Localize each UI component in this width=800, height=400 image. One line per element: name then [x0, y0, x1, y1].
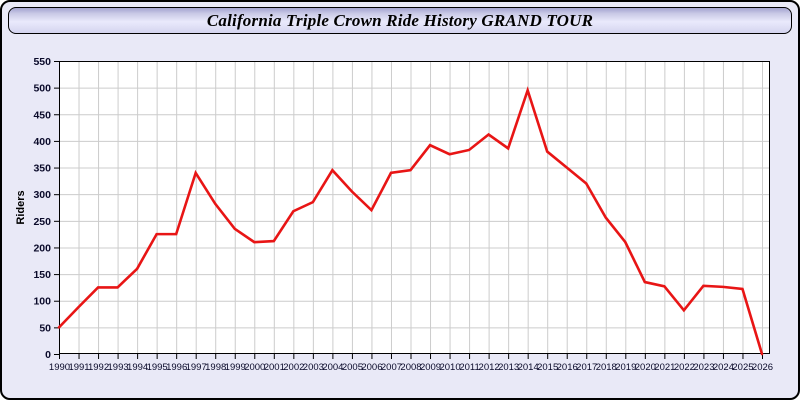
y-tick-label: 300 — [33, 189, 51, 201]
x-tick-label: 2013 — [498, 362, 519, 373]
x-tick-label: 2025 — [732, 362, 753, 373]
y-tick-label: 450 — [33, 109, 51, 121]
y-tick-label: 0 — [45, 349, 51, 361]
page-title: California Triple Crown Ride History GRA… — [206, 10, 594, 30]
x-tick-label: 1997 — [186, 362, 207, 373]
x-tick-label: 2019 — [615, 362, 636, 373]
x-tick-label: 2011 — [459, 362, 479, 373]
x-tick-label: 1996 — [166, 362, 187, 373]
x-tick-label: 2026 — [752, 362, 773, 373]
x-tick-label: 1990 — [49, 362, 70, 373]
x-tick-label: 1995 — [147, 362, 168, 373]
x-axis: 1990199119921993199419951996199719981999… — [49, 354, 773, 373]
y-tick-label: 200 — [33, 242, 51, 254]
y-tick-label: 350 — [33, 163, 51, 175]
x-tick-label: 2015 — [537, 362, 558, 373]
y-tick-label: 400 — [33, 136, 51, 148]
plot-area — [59, 61, 770, 354]
y-tick-label: 550 — [33, 56, 51, 68]
x-tick-label: 1998 — [205, 362, 226, 373]
x-tick-label: 2007 — [381, 362, 402, 373]
riders-series-line — [57, 86, 764, 356]
x-tick-label: 2012 — [479, 362, 500, 373]
y-axis: 0 50 100 150 200 250 300 350 400 450 500 550 — [33, 56, 59, 361]
x-tick-label: 2010 — [439, 362, 460, 373]
y-tick-label: 100 — [33, 296, 51, 308]
plot-frame — [59, 61, 770, 354]
x-tick-label: 2020 — [635, 362, 656, 373]
x-tick-label: 2005 — [342, 362, 363, 373]
x-tick-label: 2001 — [264, 362, 285, 373]
x-tick-label: 2016 — [557, 362, 578, 373]
y-axis-title: Riders — [15, 190, 27, 224]
x-tick-label: 2003 — [303, 362, 324, 373]
y-tick-label: 150 — [33, 269, 51, 281]
x-tick-label: 2023 — [693, 362, 714, 373]
x-tick-label: 2024 — [713, 362, 734, 373]
x-tick-label: 2008 — [400, 362, 421, 373]
x-tick-label: 2014 — [518, 362, 539, 373]
x-tick-label: 2017 — [576, 362, 597, 373]
x-tick-label: 2004 — [322, 362, 343, 373]
x-tick-label: 1992 — [88, 362, 109, 373]
x-tick-label: 2018 — [596, 362, 617, 373]
x-tick-label: 1994 — [127, 362, 148, 373]
y-tick-label: 250 — [33, 216, 51, 228]
x-tick-label: 2009 — [420, 362, 441, 373]
gridlines — [59, 61, 770, 354]
y-tick-label: 500 — [33, 83, 51, 95]
y-tick-label: 50 — [39, 322, 51, 334]
x-tick-label: 2022 — [674, 362, 695, 373]
x-tick-label: 2000 — [244, 362, 265, 373]
x-tick-label: 1993 — [108, 362, 129, 373]
x-tick-label: 2006 — [361, 362, 382, 373]
x-tick-label: 2021 — [654, 362, 675, 373]
title-bar: California Triple Crown Ride History GRA… — [8, 7, 792, 34]
x-tick-label: 2002 — [283, 362, 304, 373]
x-tick-label: 1999 — [225, 362, 246, 373]
x-tick-label: 1991 — [68, 362, 89, 373]
